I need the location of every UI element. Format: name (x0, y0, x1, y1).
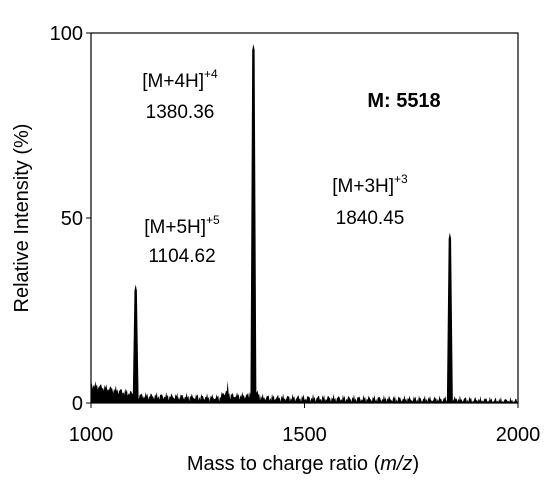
spectrum-noise-band (91, 381, 518, 403)
peak-mz-label: 1104.62 (148, 246, 215, 267)
peak-mz-label: 1840.45 (336, 208, 405, 229)
x-tick-label: 2000 (496, 424, 541, 446)
y-tick-label: 50 (61, 208, 83, 230)
x-axis-ticks: 1000 1500 2000 (69, 403, 541, 446)
peak-mz-label: 1380.36 (146, 102, 215, 123)
peak-3 (446, 232, 453, 403)
peak-ion-label: [M+4H]+4 (142, 67, 218, 92)
minor-peak (225, 380, 230, 403)
y-axis-label: Relative Intensity (%) (11, 124, 33, 313)
peak-ion-label: [M+5H]+5 (144, 213, 220, 238)
x-tick-label: 1000 (69, 424, 114, 446)
x-axis-label: Mass to charge ratio (m/z) (187, 453, 419, 475)
x-tick-label: 1500 (282, 424, 327, 446)
peak-ion-label: [M+3H]+3 (332, 172, 408, 197)
spectrum-peaks (132, 44, 453, 403)
peak-annotations: [M+5H]+5 1104.62 [M+4H]+4 1380.36 [M+3H]+3 18… (142, 67, 408, 267)
peak-2 (250, 44, 257, 403)
y-axis-ticks: 0 50 100 (50, 23, 91, 415)
peak-1 (132, 284, 139, 403)
molecular-mass-label: M: 5518 (367, 90, 440, 112)
y-tick-label: 100 (50, 23, 83, 45)
y-tick-label: 0 (72, 393, 83, 415)
